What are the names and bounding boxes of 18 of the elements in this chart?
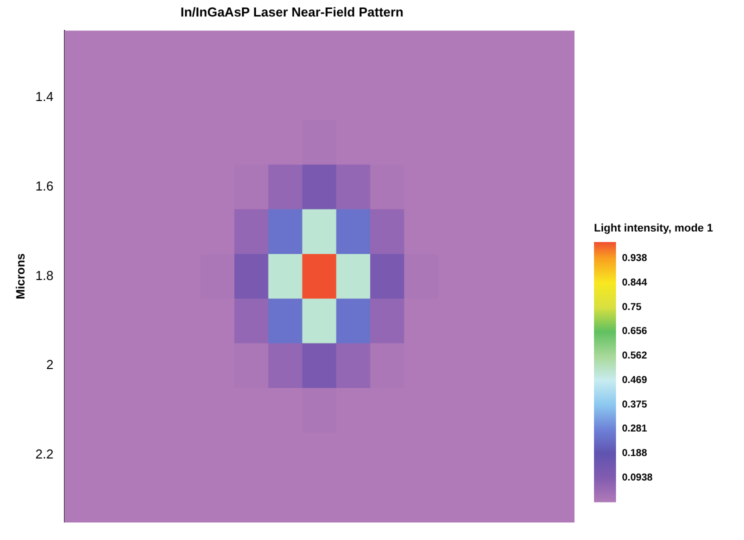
- color-bar-label: 0.375: [622, 399, 648, 410]
- y-tick-label: 1.4: [35, 89, 54, 104]
- y-tick-label: 2: [46, 357, 54, 372]
- y-axis-title: Microns: [14, 252, 28, 300]
- color-bar-label: 0.188: [622, 448, 648, 459]
- y-tick-label: 1.8: [35, 268, 54, 283]
- color-bar-label: 0.281: [622, 424, 648, 435]
- color-bar-label: 0.469: [622, 374, 648, 386]
- chart-subtitle: In/InGaAsP Laser Near-Field Pattern: [180, 4, 404, 20]
- color-bar-label: 0.562: [622, 350, 648, 362]
- color-bar-title: Light intensity, mode 1: [594, 222, 713, 235]
- color-bar-label: 0.656: [622, 326, 648, 338]
- color-bar-label: 0.844: [622, 277, 648, 288]
- y-tick-label: 1.6: [35, 178, 54, 194]
- color-bar-label: 0.0938: [622, 472, 654, 484]
- y-tick-label: 2.2: [35, 446, 54, 462]
- color-bar-label: 0.938: [622, 252, 648, 264]
- color-bar-label: 0.75: [622, 302, 642, 313]
